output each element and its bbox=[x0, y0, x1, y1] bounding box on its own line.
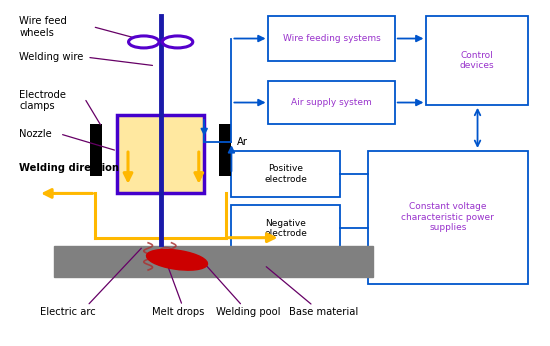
Bar bbox=[367, 151, 528, 284]
Text: Wire feeding systems: Wire feeding systems bbox=[283, 34, 381, 43]
Text: Electrode
clamps: Electrode clamps bbox=[19, 90, 66, 111]
Text: Welding direction: Welding direction bbox=[19, 163, 119, 173]
Text: Control
devices: Control devices bbox=[460, 51, 494, 70]
Ellipse shape bbox=[146, 249, 207, 270]
Text: Nozzle: Nozzle bbox=[19, 129, 52, 139]
Text: Ar: Ar bbox=[237, 137, 248, 147]
Text: Electric arc: Electric arc bbox=[40, 308, 96, 318]
Text: Welding pool: Welding pool bbox=[216, 308, 280, 318]
Text: Welding wire: Welding wire bbox=[19, 52, 84, 62]
Bar bbox=[219, 124, 232, 176]
Ellipse shape bbox=[129, 36, 159, 48]
Polygon shape bbox=[54, 246, 373, 277]
Text: Melt drops: Melt drops bbox=[152, 308, 204, 318]
Bar bbox=[268, 81, 395, 124]
Text: Base material: Base material bbox=[289, 308, 359, 318]
Bar bbox=[268, 16, 395, 61]
Text: Air supply system: Air supply system bbox=[292, 98, 372, 107]
Bar bbox=[426, 16, 528, 105]
Bar bbox=[90, 124, 102, 176]
Text: Negative
electrode: Negative electrode bbox=[265, 219, 307, 238]
Ellipse shape bbox=[162, 36, 193, 48]
Bar bbox=[117, 115, 204, 193]
Bar bbox=[232, 205, 340, 251]
Bar bbox=[232, 151, 340, 197]
Text: Positive
electrode: Positive electrode bbox=[265, 164, 307, 183]
Text: Wire feed
wheels: Wire feed wheels bbox=[19, 16, 67, 38]
Text: Constant voltage
characteristic power
supplies: Constant voltage characteristic power su… bbox=[402, 202, 494, 232]
